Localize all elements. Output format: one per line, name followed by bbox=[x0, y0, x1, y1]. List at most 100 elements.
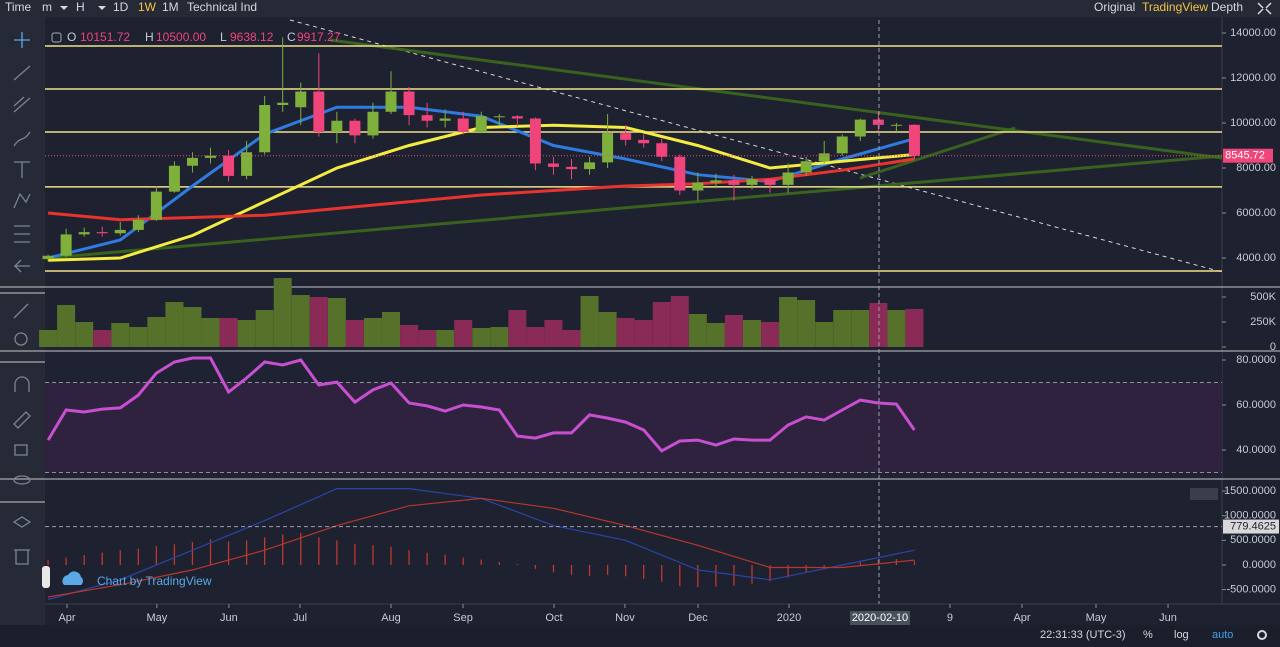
y-tick-label: 14000.00 bbox=[1230, 27, 1276, 39]
toolbar-item[interactable]: 1W bbox=[138, 0, 157, 14]
volume-bar bbox=[219, 318, 238, 347]
panel-toggle[interactable] bbox=[42, 566, 50, 588]
y-tick-label: 40.0000 bbox=[1236, 444, 1276, 456]
candle-body bbox=[349, 120, 361, 136]
volume-bar bbox=[905, 309, 924, 347]
dropdown-arrow bbox=[60, 6, 68, 10]
candle-body bbox=[60, 234, 72, 256]
volume-bar bbox=[580, 296, 599, 347]
tool-icons bbox=[12, 32, 32, 565]
volume-bar bbox=[598, 312, 617, 347]
volume-bar bbox=[833, 310, 852, 347]
x-tick-label: Sep bbox=[453, 612, 473, 624]
fullscreen-icon[interactable] bbox=[1257, 2, 1272, 15]
candle-body bbox=[656, 143, 668, 157]
volume-bar bbox=[57, 305, 76, 347]
magnet-icon bbox=[14, 376, 30, 392]
x-tick-label: Dec bbox=[688, 612, 708, 624]
x-tick-label: Nov bbox=[615, 612, 635, 624]
candle-body bbox=[674, 156, 686, 191]
candle-body bbox=[692, 182, 704, 191]
volume-bar bbox=[93, 330, 112, 347]
bottom-bar bbox=[0, 625, 1280, 647]
current-value-box bbox=[1223, 519, 1279, 534]
volume-bar bbox=[273, 278, 292, 347]
candle-body bbox=[602, 133, 614, 163]
watermark-icon bbox=[62, 571, 83, 585]
zoom-icon bbox=[14, 332, 28, 346]
y-tick-label: 60.0000 bbox=[1236, 399, 1276, 411]
x-tick-label: Jun bbox=[1159, 612, 1177, 624]
y-tick-label: 500K bbox=[1250, 291, 1276, 303]
candle-body bbox=[132, 219, 144, 230]
toolbar-item[interactable]: Technical Ind bbox=[187, 0, 257, 14]
settings-icon[interactable] bbox=[1257, 630, 1267, 640]
view-button[interactable]: TradingView bbox=[1142, 0, 1208, 14]
x-tick-label: Aug bbox=[381, 612, 401, 624]
candle-body bbox=[205, 155, 217, 158]
toolbar-item[interactable]: 1M bbox=[162, 0, 179, 14]
candle-body bbox=[818, 153, 830, 162]
volume-bar bbox=[75, 322, 94, 347]
candle-body bbox=[168, 165, 180, 192]
volume-bar bbox=[255, 310, 274, 347]
fib-icon bbox=[14, 225, 30, 243]
trash-icon bbox=[14, 549, 30, 565]
volume-bar bbox=[183, 307, 202, 347]
legend-toggle[interactable] bbox=[51, 32, 62, 43]
dropdown-arrow bbox=[98, 6, 106, 10]
volume-bar bbox=[779, 297, 798, 347]
volume-bar bbox=[616, 318, 635, 347]
x-tick-label: Apr bbox=[1013, 612, 1030, 624]
candle-body bbox=[638, 139, 650, 144]
y-tick-label: 80.0000 bbox=[1236, 354, 1276, 366]
toolbar-item[interactable]: Time bbox=[5, 0, 32, 14]
candle-body bbox=[295, 91, 307, 108]
crosshair-icon bbox=[14, 32, 30, 48]
toolbar-item[interactable]: H bbox=[76, 0, 85, 14]
x-tick-label: 9 bbox=[947, 612, 953, 624]
watermark[interactable]: Chart by TradingView bbox=[97, 574, 212, 588]
channel-icon bbox=[13, 96, 31, 113]
left-toolbar bbox=[0, 17, 45, 625]
volume-bar bbox=[688, 314, 707, 347]
volume-bar bbox=[111, 323, 130, 347]
toolbar-item[interactable]: m bbox=[42, 0, 52, 14]
scale-button[interactable]: auto bbox=[1212, 629, 1233, 641]
volume-bar bbox=[327, 298, 346, 347]
brush-icon bbox=[13, 131, 31, 147]
current-value-label: 779.4625 bbox=[1230, 520, 1276, 532]
volume-bar bbox=[201, 318, 220, 347]
volume-bar bbox=[309, 297, 328, 347]
volume-bar bbox=[147, 317, 166, 347]
rsi-line bbox=[46, 356, 916, 453]
volume-bar bbox=[345, 320, 364, 347]
candle-body bbox=[620, 133, 632, 140]
volume-bar bbox=[165, 302, 184, 347]
candle-body bbox=[529, 118, 541, 164]
trend-line bbox=[47, 154, 1223, 260]
candle-body bbox=[331, 120, 343, 132]
candle-body bbox=[421, 115, 433, 121]
volume-bar bbox=[851, 310, 870, 347]
x-tick-label: Jul bbox=[293, 612, 307, 624]
x-tick-label: May bbox=[147, 612, 168, 624]
view-button[interactable]: Original bbox=[1094, 0, 1135, 14]
volume-bar bbox=[39, 330, 58, 347]
toolbar-item[interactable]: 1D bbox=[113, 0, 129, 14]
volume-bar bbox=[724, 315, 743, 347]
candle-body bbox=[186, 157, 198, 166]
volume-bar bbox=[761, 322, 780, 347]
candle-body bbox=[890, 124, 902, 126]
candle-body bbox=[259, 104, 271, 153]
volume-bar bbox=[400, 325, 419, 347]
macd-line bbox=[47, 497, 915, 598]
legend-value: 9917.27 bbox=[297, 30, 341, 44]
volume-bar bbox=[436, 330, 455, 347]
pane-controls[interactable] bbox=[1190, 488, 1218, 500]
view-button[interactable]: Depth bbox=[1211, 0, 1243, 14]
scale-button[interactable]: log bbox=[1174, 629, 1189, 641]
candle-body bbox=[800, 161, 812, 173]
scale-button[interactable]: % bbox=[1143, 629, 1153, 641]
layers-icon bbox=[12, 516, 32, 528]
